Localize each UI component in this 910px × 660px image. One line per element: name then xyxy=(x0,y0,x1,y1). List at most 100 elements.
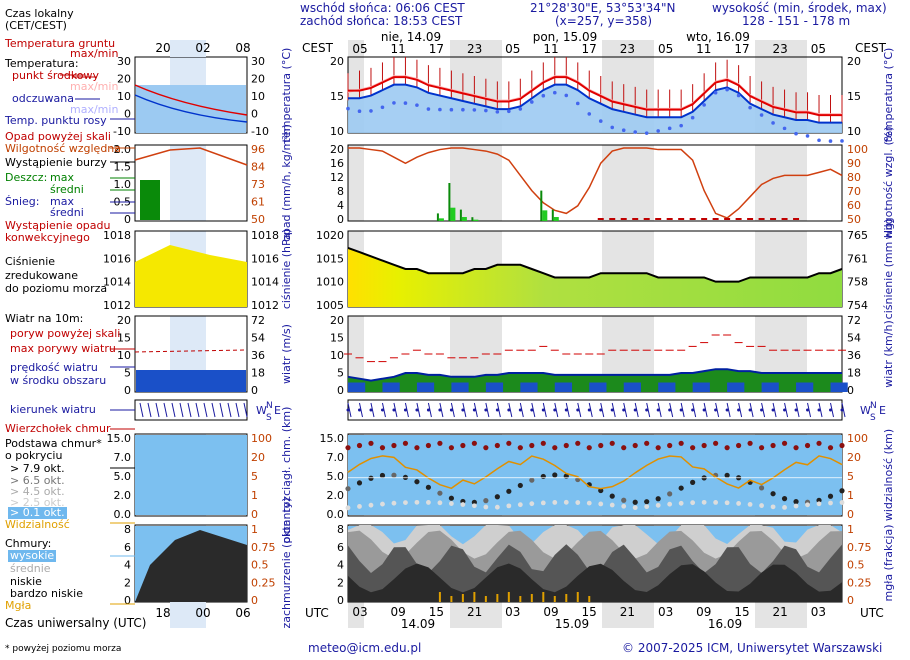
cloud-base-dot xyxy=(839,488,845,494)
wind-arrow-head xyxy=(645,408,649,412)
utc-tick: 09 xyxy=(543,605,558,619)
cloud-top-dot xyxy=(804,442,811,449)
visibility-line xyxy=(347,455,843,490)
tick-left-wind: 10 xyxy=(330,349,344,362)
temp-perceived-line xyxy=(348,83,842,124)
cest-tick: 11 xyxy=(696,42,711,56)
cloud-base-low-dot xyxy=(448,501,454,506)
rain-max-bar xyxy=(459,209,462,221)
cloud-base-low-dot xyxy=(517,502,523,508)
wind-speed-line xyxy=(347,368,842,382)
dew-point-dot xyxy=(794,131,798,136)
legend-rel-humidity: Wilgotność względna xyxy=(5,142,122,155)
left-tick-right: 50 xyxy=(251,213,265,226)
ylabel-cb-right: widzialność (km) xyxy=(882,429,895,521)
cloud-base-low-dot xyxy=(540,500,546,506)
tick-right-pres: 765 xyxy=(847,229,868,242)
tick-left-cv: 2 xyxy=(337,576,344,589)
cloud-base-dot xyxy=(483,498,489,504)
tick-left-cb: 5.0 xyxy=(327,470,345,483)
tick-right-prec: 70 xyxy=(847,185,861,198)
wind-arrow-head xyxy=(622,408,626,412)
ylabel-temp-right: temperatura (°C) xyxy=(882,48,895,143)
wind-speed-band xyxy=(348,382,366,392)
cloud-top-dot xyxy=(575,440,581,446)
footer-email[interactable]: meteo@icm.edu.pl xyxy=(308,641,422,655)
wind-arrow-head xyxy=(484,408,488,412)
wind-arrow-head xyxy=(691,408,695,412)
cloud-base-low-dot xyxy=(575,500,581,505)
tick-left-temp: 15 xyxy=(330,90,344,103)
left-tick-right: 20 xyxy=(251,73,265,86)
wind-speed-band xyxy=(554,382,573,392)
footer-copyright: © 2007-2025 ICM, Uniwersytet Warszawski xyxy=(622,641,883,655)
cloud-top-dot xyxy=(506,440,512,446)
left-wind-arrow xyxy=(195,402,200,418)
tick-left-prec: 20 xyxy=(330,143,344,156)
tick-left-pres: 1015 xyxy=(316,252,344,265)
fog-bar xyxy=(542,592,545,602)
night-band-header xyxy=(348,40,364,57)
fog-bar xyxy=(553,596,556,602)
left-tick-right: 20 xyxy=(251,451,265,464)
legend-cloud-base-1: Podstawa chmur* xyxy=(5,437,102,450)
tick-left-wind: 15 xyxy=(330,332,344,345)
cloud-top-dot xyxy=(517,445,523,451)
dew-point-dot xyxy=(748,105,752,110)
tick-right-cv: 0.5 xyxy=(847,559,865,572)
dew-point-dot xyxy=(759,113,764,117)
cest-tick: 17 xyxy=(429,42,444,56)
wind-speed-band xyxy=(520,382,538,392)
legend-storm: Wystąpienie burzy xyxy=(5,156,107,169)
wind-arrow-head xyxy=(369,408,373,412)
cloud-top-dot xyxy=(713,440,719,446)
left-wind-arrow xyxy=(171,402,176,418)
cloud-base-low-dot xyxy=(426,500,431,505)
tick-right-cb: 0 xyxy=(847,508,854,521)
legend-high: wysokie xyxy=(8,549,57,562)
cloud-top-dot xyxy=(414,445,420,451)
utc-tick: 21 xyxy=(620,605,635,619)
wind-arrow-head xyxy=(587,408,591,412)
cloud-top-dot xyxy=(667,442,673,449)
legend-max-min: max/min xyxy=(70,80,119,93)
dew-point-dot xyxy=(621,128,626,132)
cest-tick: 11 xyxy=(543,42,558,56)
legend-ground-temp-sub: max/min xyxy=(70,47,119,60)
left-local-tick: 08 xyxy=(235,41,250,55)
cloud-base-dot xyxy=(816,497,822,503)
ylabel-pres-right: ciśnienie (mm Hg) xyxy=(882,219,895,320)
wind-speed-band xyxy=(382,382,400,392)
cloud-base-dot xyxy=(368,475,374,481)
tick-left-temp: 20 xyxy=(330,55,344,68)
dew-point-dot xyxy=(805,134,810,138)
left-humidity-line xyxy=(134,147,248,166)
tick-right-cv: 0.75 xyxy=(847,541,872,554)
cloud-base-dot xyxy=(758,485,765,491)
cloud-top-dot xyxy=(356,442,363,449)
utc-tick: 09 xyxy=(696,605,711,619)
left-tick-right: 1018 xyxy=(251,229,279,242)
left-wind-arrow xyxy=(203,402,208,418)
wind-speed-band xyxy=(796,382,814,392)
tick-right-cb: 1 xyxy=(847,489,854,502)
dew-point-dot xyxy=(426,107,431,111)
legend-snow: Śnieg: xyxy=(5,195,40,208)
wind-arrow-head xyxy=(472,408,476,412)
left-tick-right: 10 xyxy=(251,90,265,103)
left-tick-left: 1012 xyxy=(103,299,131,312)
cloud-base-low-dot xyxy=(632,505,638,511)
compass-n: N xyxy=(870,401,877,411)
tick-left-cb: 15.0 xyxy=(320,432,345,445)
cest-tick: 23 xyxy=(467,42,482,56)
legend-local-time: Czas lokalny xyxy=(5,7,74,20)
cloud-top-dot xyxy=(368,440,374,446)
cloud-base-low-dot xyxy=(678,500,684,506)
grid-text: (x=257, y=358) xyxy=(555,14,653,28)
legend-wind-10m: Wiatr na 10m: xyxy=(5,312,84,325)
wind-arrow-head xyxy=(748,408,752,412)
cloud-base-low-dot xyxy=(782,504,787,510)
wind-speed-band xyxy=(451,382,469,392)
left-tick-left: 7.0 xyxy=(114,451,132,464)
cloud-top-dot xyxy=(770,442,776,449)
